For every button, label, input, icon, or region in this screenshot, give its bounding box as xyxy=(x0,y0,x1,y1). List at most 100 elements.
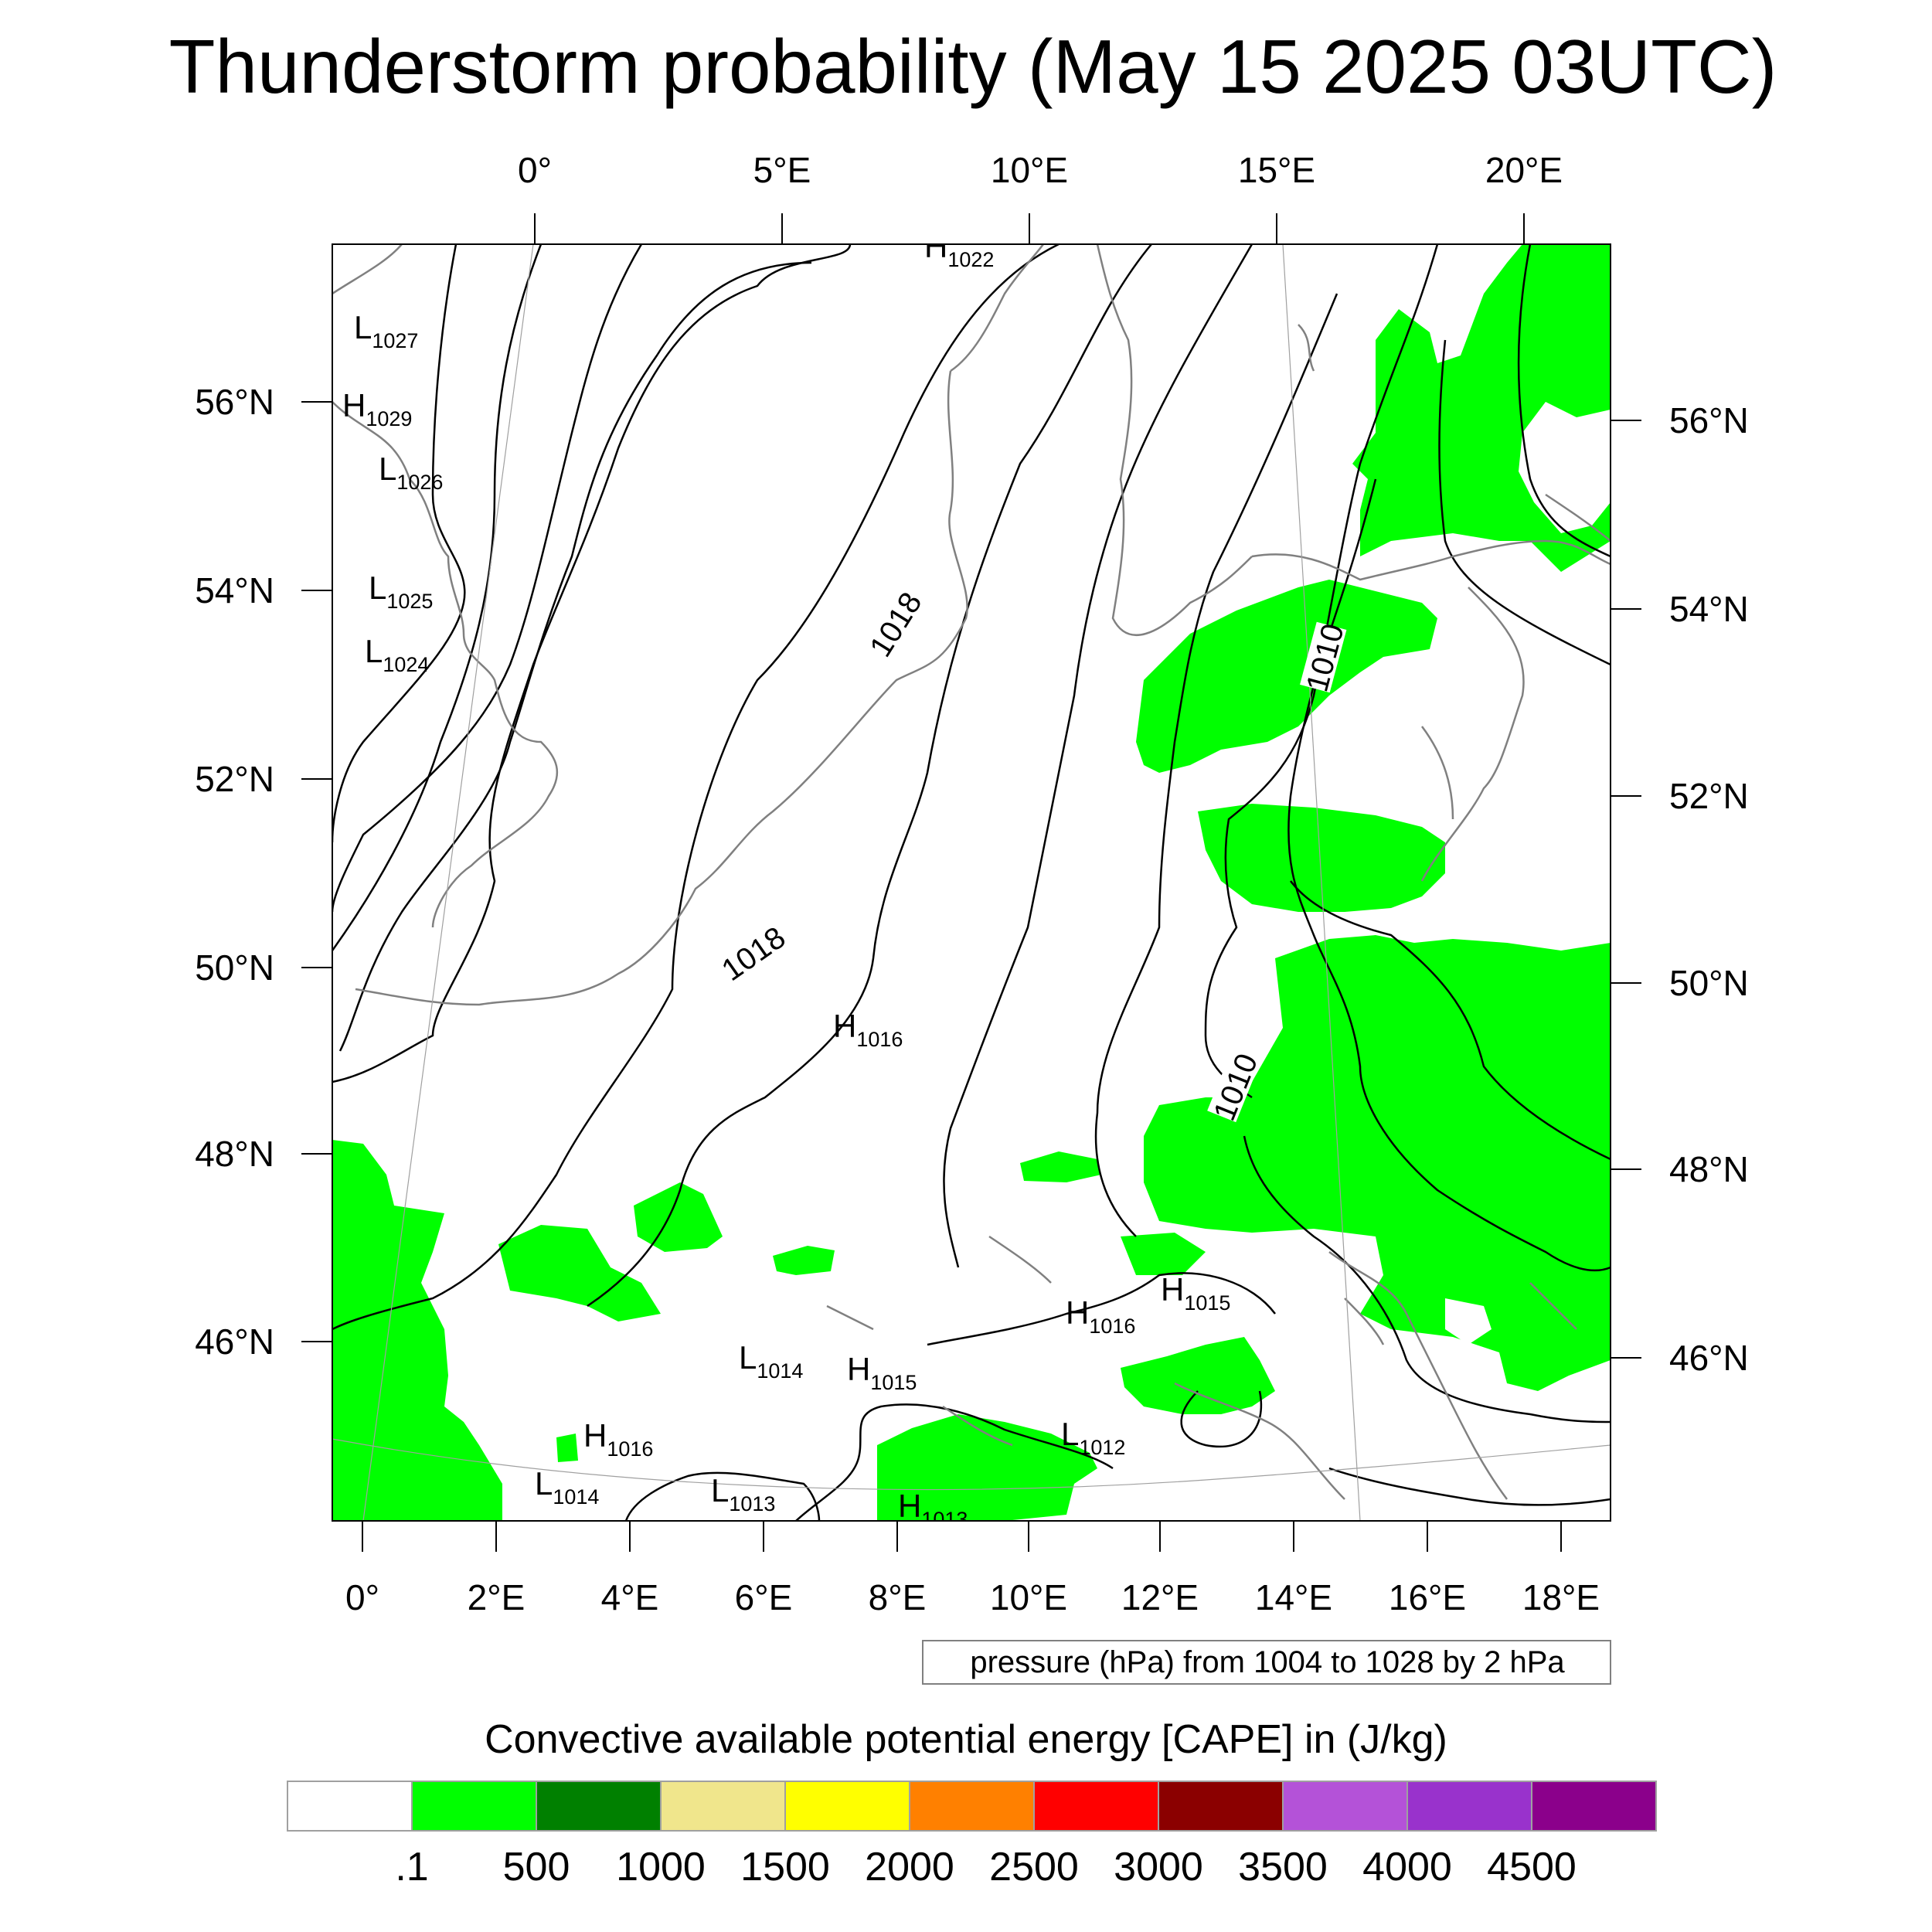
colorbar-swatch xyxy=(909,1781,1035,1832)
bottom-lon-label: 6°E xyxy=(735,1577,793,1617)
pressure-note-text: pressure (hPa) from 1004 to 1028 by 2 hP… xyxy=(970,1645,1565,1679)
left-ticks xyxy=(301,401,332,1342)
cape-area-north xyxy=(1136,580,1437,773)
top-lon-label: 10°E xyxy=(991,150,1068,190)
right-lat-label: 46°N xyxy=(1669,1338,1749,1378)
contour-label: 1018 xyxy=(716,920,791,988)
pressure-center-label: L1014 xyxy=(535,1465,599,1509)
bottom-lon-label: 10°E xyxy=(990,1577,1067,1617)
bottom-ticks xyxy=(362,1521,1562,1552)
pressure-center-label: H1016 xyxy=(1066,1294,1135,1338)
colorbar-swatch xyxy=(1033,1781,1159,1832)
pressure-center-label: H1016 xyxy=(833,1008,903,1051)
colorbar-boxes xyxy=(287,1781,1657,1832)
pressure-center-label: H1022 xyxy=(924,228,994,271)
bottom-lon-label: 18°E xyxy=(1522,1577,1600,1617)
pressure-center-label: L1014 xyxy=(739,1339,803,1383)
colorbar-swatch xyxy=(1282,1781,1408,1832)
cape-area-central xyxy=(773,1246,835,1275)
isobars xyxy=(332,244,1611,1521)
graticule xyxy=(332,244,1611,1521)
top-lon-labels: 0° 5°E 10°E 15°E 20°E xyxy=(518,150,1563,190)
contour-label: 1018 xyxy=(863,587,928,663)
right-lat-label: 48°N xyxy=(1669,1149,1749,1189)
colorbar-swatch xyxy=(660,1781,786,1832)
cape-area-small-1 xyxy=(1020,1151,1101,1182)
cape-area-southeast xyxy=(1121,1337,1275,1414)
left-lat-label: 48°N xyxy=(195,1134,274,1174)
left-lat-label: 52°N xyxy=(195,759,274,799)
bottom-lon-labels: 0° 2°E 4°E 6°E 8°E 10°E 12°E 14°E 16°E 1… xyxy=(345,1577,1600,1617)
pressure-center-label: H1029 xyxy=(342,387,412,430)
cape-area-east-hole xyxy=(1121,1233,1206,1275)
bottom-lon-label: 2°E xyxy=(468,1577,526,1617)
pressure-note: pressure (hPa) from 1004 to 1028 by 2 hP… xyxy=(922,1640,1611,1685)
right-ticks xyxy=(1611,420,1641,1359)
colorbar-label: 1000 xyxy=(616,1845,706,1889)
top-lon-label: 5°E xyxy=(753,150,811,190)
bottom-lon-label: 16°E xyxy=(1389,1577,1466,1617)
cape-area-west-3 xyxy=(634,1182,723,1252)
colorbar-swatch xyxy=(1158,1781,1284,1832)
cape-area-east-mid xyxy=(1198,804,1445,912)
top-lon-label: 15°E xyxy=(1238,150,1315,190)
bottom-lon-label: 0° xyxy=(345,1577,379,1617)
right-lat-label: 56°N xyxy=(1669,400,1749,440)
left-lat-label: 46°N xyxy=(195,1321,274,1362)
cape-shading xyxy=(332,244,1611,1521)
coastlines xyxy=(332,244,1611,1500)
left-lat-label: 50°N xyxy=(195,947,274,988)
left-lat-label: 56°N xyxy=(195,382,274,422)
right-lat-label: 50°N xyxy=(1669,963,1749,1003)
left-lat-label: 54°N xyxy=(195,570,274,611)
colorbar-label: 2000 xyxy=(865,1845,954,1889)
cape-area-east-large xyxy=(1144,935,1611,1391)
cape-area-west-2 xyxy=(498,1225,661,1321)
pressure-center-label: H1013 xyxy=(898,1488,968,1531)
pressure-center-label: L1024 xyxy=(365,633,429,676)
colorbar-swatch xyxy=(1531,1781,1657,1832)
pressure-center-label: H1015 xyxy=(1161,1271,1230,1315)
top-lon-label: 20°E xyxy=(1485,150,1563,190)
colorbar-label: 1500 xyxy=(740,1845,830,1889)
bottom-lon-label: 8°E xyxy=(869,1577,927,1617)
map-frame xyxy=(332,243,1611,1522)
map-title: Thunderstorm probability (May 15 2025 03… xyxy=(169,24,1777,109)
colorbar-labels: .1 500 1000 1500 2000 2500 3000 3500 400… xyxy=(395,1845,1577,1889)
bottom-lon-label: 4°E xyxy=(601,1577,659,1617)
map-plot: 0° 5°E 10°E 15°E 20°E 0° 2°E 4°E 6°E 8°E… xyxy=(195,150,1749,1617)
bottom-lon-label: 12°E xyxy=(1121,1577,1199,1617)
pressure-center-label: L1012 xyxy=(1061,1416,1125,1459)
left-lat-labels: 56°N 54°N 52°N 50°N 48°N 46°N xyxy=(195,382,274,1362)
pressure-center-label: H1016 xyxy=(583,1417,653,1461)
colorbar-label: .1 xyxy=(395,1845,428,1889)
colorbar-label: 4500 xyxy=(1487,1845,1577,1889)
colorbar-swatch xyxy=(411,1781,537,1832)
cape-area-west xyxy=(332,1140,502,1521)
pressure-center-label: L1025 xyxy=(369,570,433,613)
bottom-lon-label: 14°E xyxy=(1255,1577,1332,1617)
right-lat-label: 52°N xyxy=(1669,776,1749,816)
pressure-centers: H1022 L1027 H1029 L1026 L1025 L1024 H101… xyxy=(342,228,1230,1531)
colorbar-label: 4000 xyxy=(1362,1845,1452,1889)
colorbar-swatch xyxy=(287,1781,413,1832)
pressure-center-label: L1027 xyxy=(354,309,418,352)
pressure-center-label: L1026 xyxy=(379,451,443,494)
colorbar-title: Convective available potential energy [C… xyxy=(485,1717,1447,1762)
cape-area-tiny xyxy=(556,1434,578,1462)
colorbar-label: 3500 xyxy=(1238,1845,1328,1889)
colorbar-label: 3000 xyxy=(1114,1845,1203,1889)
colorbar-swatch xyxy=(536,1781,662,1832)
colorbar: Convective available potential energy [C… xyxy=(287,1717,1657,1889)
top-ticks xyxy=(534,213,1525,244)
colorbar-swatch xyxy=(784,1781,910,1832)
colorbar-label: 2500 xyxy=(989,1845,1079,1889)
pressure-center-label: L1013 xyxy=(711,1472,775,1515)
top-lon-label: 0° xyxy=(518,150,552,190)
right-lat-label: 54°N xyxy=(1669,589,1749,629)
colorbar-label: 500 xyxy=(503,1845,570,1889)
right-lat-labels: 56°N 54°N 52°N 50°N 48°N 46°N xyxy=(1669,400,1749,1378)
pressure-center-label: H1015 xyxy=(847,1351,917,1394)
colorbar-swatch xyxy=(1406,1781,1532,1832)
